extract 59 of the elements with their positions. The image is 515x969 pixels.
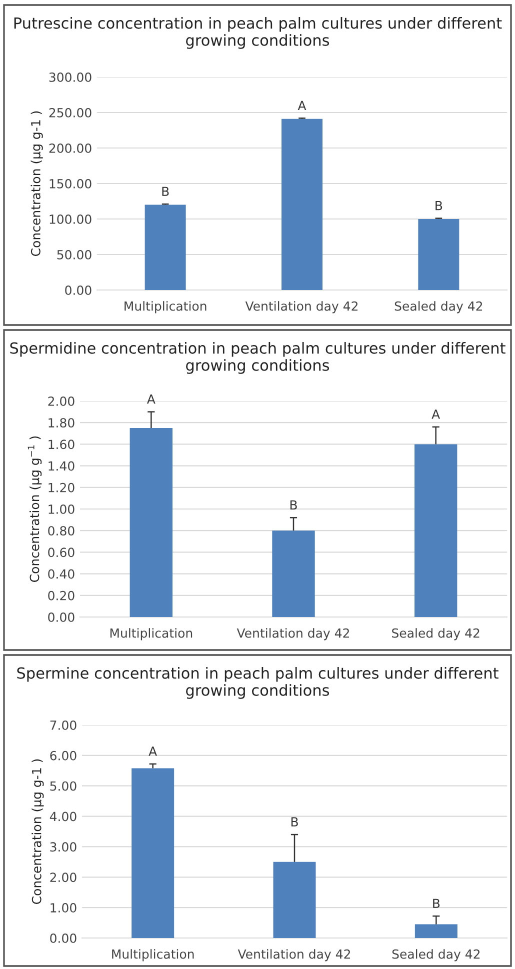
x-tick-label: Multiplication	[110, 628, 192, 640]
y-tick-label: 0.00	[50, 933, 76, 943]
y-tick-label: 0.40	[48, 569, 74, 579]
annotation: B	[291, 817, 298, 826]
y-tick-label: 150.00	[50, 178, 92, 188]
bar	[414, 924, 458, 938]
y-tick-label: 4.00	[50, 812, 76, 822]
y-tick-label: 1.00	[50, 903, 76, 912]
y-tick-label: 1.60	[48, 440, 74, 450]
y-tick-label: 6.00	[50, 750, 76, 760]
annotation: A	[298, 100, 306, 110]
y-tick-label: 200.00	[49, 143, 92, 153]
annotation: A	[432, 410, 440, 419]
y-tick-label: 300.00	[49, 72, 92, 82]
annotation: A	[148, 746, 158, 756]
y-axis-title: Concentration (µg g$^{−1}$ )	[28, 436, 42, 582]
y-axis-title: Concentration (µg g-1 )	[32, 759, 44, 904]
chart-title: Spermine concentration in peach palm cultures under different growing conditions	[17, 667, 498, 699]
bar	[132, 768, 174, 938]
x-tick-label: Multiplication	[124, 301, 206, 314]
annotation: B	[436, 201, 442, 210]
x-tick-label: Sealed day 42	[394, 301, 482, 314]
y-tick-label: 0.00	[48, 612, 74, 622]
bar	[144, 204, 186, 290]
x-tick-label: Multiplication	[112, 949, 194, 962]
bar	[414, 444, 458, 617]
y-axis-title: Concentration (µg g-1 )	[30, 111, 43, 256]
bar	[273, 862, 316, 938]
x-tick-label: Ventilation day 42	[238, 949, 350, 962]
y-tick-label: 1.00	[48, 504, 74, 514]
y-tick-label: 50.00	[57, 250, 92, 260]
y-tick-label: 2.00	[50, 872, 76, 882]
chart-title: Putrescine concentration in peach palm cultures under different growing conditions	[14, 17, 502, 49]
y-tick-label: 0.80	[48, 526, 74, 536]
y-tick-label: 100.00	[50, 214, 92, 224]
y-tick-label: 0.20	[48, 590, 74, 600]
y-tick-label: 1.40	[48, 461, 74, 471]
y-tick-label: 7.00	[50, 720, 76, 730]
annotation: B	[290, 500, 297, 510]
x-tick-label: Sealed day 42	[392, 949, 480, 962]
annotation: A	[146, 394, 156, 404]
y-tick-label: 250.00	[49, 108, 92, 118]
y-tick-label: 5.00	[50, 781, 76, 791]
y-tick-label: 3.00	[50, 842, 76, 852]
y-tick-label: 1.20	[48, 482, 74, 492]
y-tick-label: 0.00	[65, 285, 92, 295]
annotation: B	[433, 898, 440, 908]
x-tick-label: Sealed day 42	[392, 628, 480, 640]
chart-title: Spermidine concentration in peach palm cultures under different growing conditions	[10, 342, 506, 374]
y-tick-label: 2.00	[48, 396, 74, 406]
bar	[130, 428, 173, 617]
x-tick-label: Ventilation day 42	[245, 301, 358, 314]
annotation: B	[162, 186, 169, 196]
y-tick-label: 1.80	[48, 418, 74, 428]
x-tick-label: Ventilation day 42	[236, 628, 349, 640]
bar	[418, 219, 460, 290]
bar	[282, 118, 322, 290]
bar	[272, 530, 315, 617]
y-tick-label: 0.60	[48, 548, 74, 558]
